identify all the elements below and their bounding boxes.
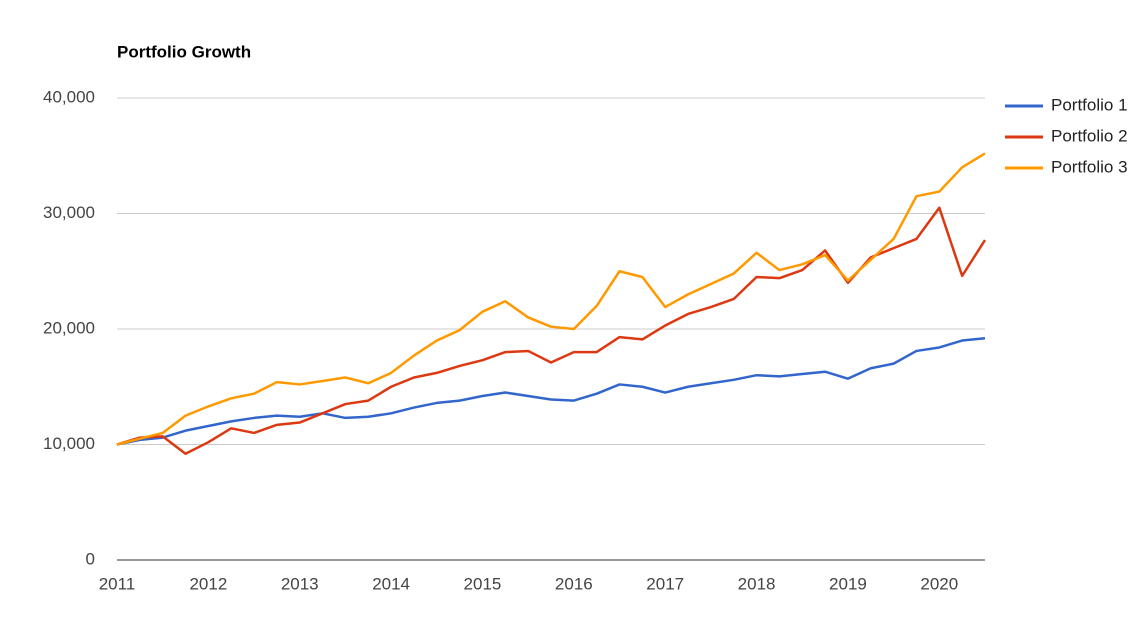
series-line (116, 206, 987, 455)
x-tick-label: 2019 (829, 574, 867, 593)
x-tick-label: 2017 (646, 574, 684, 593)
chart-title: Portfolio Growth (117, 42, 251, 61)
x-tick-label: 2013 (281, 574, 319, 593)
series-line (116, 152, 986, 446)
legend-label: Portfolio 3 (1051, 157, 1128, 176)
y-tick-label: 20,000 (43, 318, 95, 337)
x-tick-label: 2014 (372, 574, 410, 593)
x-tick-label: 2015 (464, 574, 502, 593)
legend-label: Portfolio 2 (1051, 126, 1128, 145)
x-tick-label: 2011 (99, 574, 136, 593)
y-tick-label: 40,000 (43, 87, 95, 106)
y-tick-label: 30,000 (43, 203, 95, 222)
legend-label: Portfolio 1 (1051, 95, 1128, 114)
y-tick-label: 10,000 (43, 434, 95, 453)
x-tick-label: 2018 (738, 574, 776, 593)
x-tick-label: 2020 (920, 574, 958, 593)
x-tick-label: 2016 (555, 574, 593, 593)
y-tick-label: 0 (86, 549, 95, 568)
series-line (116, 336, 986, 446)
x-tick-label: 2012 (189, 574, 227, 593)
